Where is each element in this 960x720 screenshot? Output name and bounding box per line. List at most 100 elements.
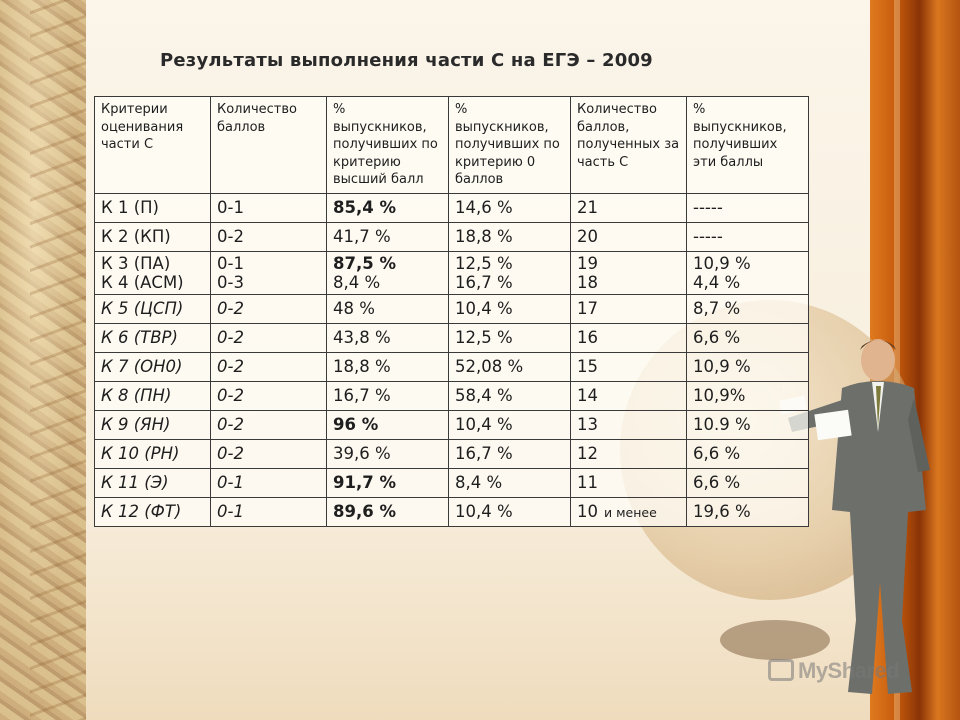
criterion-line: К 3 (ПА): [101, 253, 171, 273]
max-pct-cell: 48 %: [326, 293, 449, 324]
table-row: К 3 (ПА) К 4 (АСМ) 0-1 0-3 87,5 % 8,4 % …: [94, 250, 809, 295]
total-cell: 17: [570, 293, 687, 324]
max-pct-cell: 96 %: [326, 409, 449, 440]
table-row: К 12 (ФТ) 0-1 89,6 % 10,4 % 10 и менее 19…: [94, 496, 809, 527]
max-pct-cell: 41,7 %: [326, 221, 449, 252]
points-cell: 0-2: [210, 380, 327, 411]
criterion-cell: К 3 (ПА) К 4 (АСМ): [94, 250, 211, 295]
total-cell: 16: [570, 322, 687, 353]
total-line: 18: [577, 272, 598, 292]
max-pct-cell: 39,6 %: [326, 438, 449, 469]
points-line: 0-3: [217, 272, 244, 292]
criterion-cell: К 10 (РН): [94, 438, 211, 469]
points-cell: 0-1 0-3: [210, 250, 327, 295]
total-pct-cell: 10,9 % 4,4 %: [686, 250, 809, 295]
criterion-cell: К 1 (П): [94, 192, 211, 223]
total-pct-cell: 8,7 %: [686, 293, 809, 324]
myshared-logo-icon: [768, 659, 794, 681]
total-cell: 21: [570, 192, 687, 223]
max-pct-cell: 85,4 %: [326, 192, 449, 223]
total-cell: 15: [570, 351, 687, 382]
total-cell: 20: [570, 221, 687, 252]
total-line: 19: [577, 253, 598, 273]
zero-pct-cell: 16,7 %: [448, 438, 571, 469]
total-cell: 19 18: [570, 250, 687, 295]
points-cell: 0-2: [210, 409, 327, 440]
total-pct-line: 4,4 %: [693, 272, 741, 292]
table-row: К 9 (ЯН) 0-2 96 % 10,4 % 13 10.9 %: [94, 409, 809, 440]
zero-pct-cell: 12,5 %: [448, 322, 571, 353]
criterion-line: К 4 (АСМ): [101, 272, 184, 292]
points-line: 0-1: [217, 253, 244, 273]
max-pct-cell: 16,7 %: [326, 380, 449, 411]
max-pct-cell: 18,8 %: [326, 351, 449, 382]
table-header-row: Критерии оценивания части С Количество б…: [94, 96, 809, 194]
table-row: К 5 (ЦСП) 0-2 48 % 10,4 % 17 8,7 %: [94, 293, 809, 324]
results-table: Критерии оценивания части С Количество б…: [94, 96, 809, 527]
total-pct-cell: 6,6 %: [686, 322, 809, 353]
table-row: К 6 (ТВР) 0-2 43,8 % 12,5 % 16 6,6 %: [94, 322, 809, 353]
points-cell: 0-2: [210, 221, 327, 252]
total-pct-cell: -----: [686, 221, 809, 252]
total-suffix: и менее: [604, 505, 657, 521]
watermark-text: MyShared: [798, 658, 900, 683]
zero-pct-cell: 14,6 %: [448, 192, 571, 223]
points-cell: 0-1: [210, 192, 327, 223]
points-cell: 0-2: [210, 322, 327, 353]
total-pct-cell: 6,6 %: [686, 438, 809, 469]
total-cell: 12: [570, 438, 687, 469]
criterion-cell: К 11 (Э): [94, 467, 211, 498]
zero-pct-cell: 58,4 %: [448, 380, 571, 411]
total-pct-cell: -----: [686, 192, 809, 223]
watermark: MyShared: [768, 658, 900, 684]
zero-pct-cell: 18,8 %: [448, 221, 571, 252]
total-pct-cell: 6,6 %: [686, 467, 809, 498]
zero-pct-cell: 12,5 % 16,7 %: [448, 250, 571, 295]
criterion-cell: К 7 (ОН0): [94, 351, 211, 382]
points-cell: 0-2: [210, 438, 327, 469]
criterion-cell: К 5 (ЦСП): [94, 293, 211, 324]
decorative-map-lines: [30, 0, 86, 720]
total-pct-cell: 10,9 %: [686, 351, 809, 382]
total-cell: 14: [570, 380, 687, 411]
table-row: К 11 (Э) 0-1 91,7 % 8,4 % 11 6,6 %: [94, 467, 809, 498]
decorative-map-strip: [0, 0, 86, 720]
total-pct-cell: 10.9 %: [686, 409, 809, 440]
table-row: К 7 (ОН0) 0-2 18,8 % 52,08 % 15 10,9 %: [94, 351, 809, 382]
header-part-c-points: Количество баллов, полученных за часть С: [570, 96, 687, 194]
zero-pct-cell: 52,08 %: [448, 351, 571, 382]
total-cell: 11: [570, 467, 687, 498]
max-pct-cell: 87,5 % 8,4 %: [326, 250, 449, 295]
header-max-score-pct: % выпускников, получивших по критерию вы…: [326, 96, 449, 194]
points-cell: 0-2: [210, 351, 327, 382]
criterion-cell: К 6 (ТВР): [94, 322, 211, 353]
max-pct-cell: 91,7 %: [326, 467, 449, 498]
table-row: К 8 (ПН) 0-2 16,7 % 58,4 % 14 10,9%: [94, 380, 809, 411]
criterion-cell: К 2 (КП): [94, 221, 211, 252]
total-pct-line: 10,9 %: [693, 253, 751, 273]
zero-pct-cell: 10,4 %: [448, 293, 571, 324]
total-pct-cell: 19,6 %: [686, 496, 809, 527]
points-cell: 0-1: [210, 467, 327, 498]
total-pct-cell: 10,9%: [686, 380, 809, 411]
max-pct-cell: 43,8 %: [326, 322, 449, 353]
zero-pct-cell: 10,4 %: [448, 409, 571, 440]
criterion-cell: К 12 (ФТ): [94, 496, 211, 527]
criterion-cell: К 8 (ПН): [94, 380, 211, 411]
slide-title: Результаты выполнения части С на ЕГЭ – 2…: [160, 50, 653, 71]
max-pct-line: 8,4 %: [333, 272, 381, 292]
globe-stand: [720, 620, 830, 660]
header-zero-score-pct: % выпускников, получивших по критерию 0 …: [448, 96, 571, 194]
zero-pct-line: 16,7 %: [455, 272, 513, 292]
max-pct-cell: 89,6 %: [326, 496, 449, 527]
zero-pct-cell: 8,4 %: [448, 467, 571, 498]
table-row: К 1 (П) 0-1 85,4 % 14,6 % 21 -----: [94, 192, 809, 223]
total-value: 10: [577, 502, 598, 522]
total-cell: 10 и менее: [570, 496, 687, 527]
points-cell: 0-2: [210, 293, 327, 324]
total-cell: 13: [570, 409, 687, 440]
zero-pct-cell: 10,4 %: [448, 496, 571, 527]
header-points: Количество баллов: [210, 96, 327, 194]
points-cell: 0-1: [210, 496, 327, 527]
header-criteria: Критерии оценивания части С: [94, 96, 211, 194]
